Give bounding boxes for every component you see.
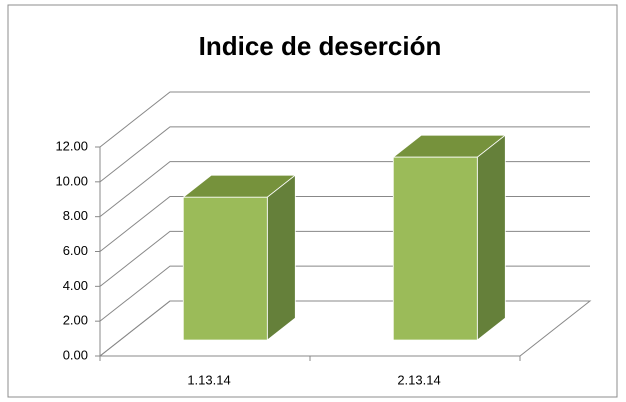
- x-tick-label: 2.13.14: [397, 372, 440, 387]
- y-tick-label: 10.00: [55, 173, 88, 188]
- bar: [182, 196, 268, 341]
- y-tick-label: 8.00: [63, 208, 88, 223]
- bar-side: [266, 174, 296, 341]
- y-tick-label: 6.00: [63, 243, 88, 258]
- chart-title: Indice de deserción: [199, 31, 442, 61]
- y-tick-label: 2.00: [63, 313, 88, 328]
- y-tick-label: 0.00: [63, 347, 88, 362]
- bar-side: [476, 134, 506, 341]
- x-tick-label: 1.13.14: [187, 372, 230, 387]
- y-tick-label: 12.00: [55, 138, 88, 153]
- grid-line: [99, 91, 590, 148]
- y-tick-label: 4.00: [63, 278, 88, 293]
- chart-border: [7, 4, 618, 398]
- grid-line: [99, 126, 590, 183]
- bar: [392, 156, 478, 341]
